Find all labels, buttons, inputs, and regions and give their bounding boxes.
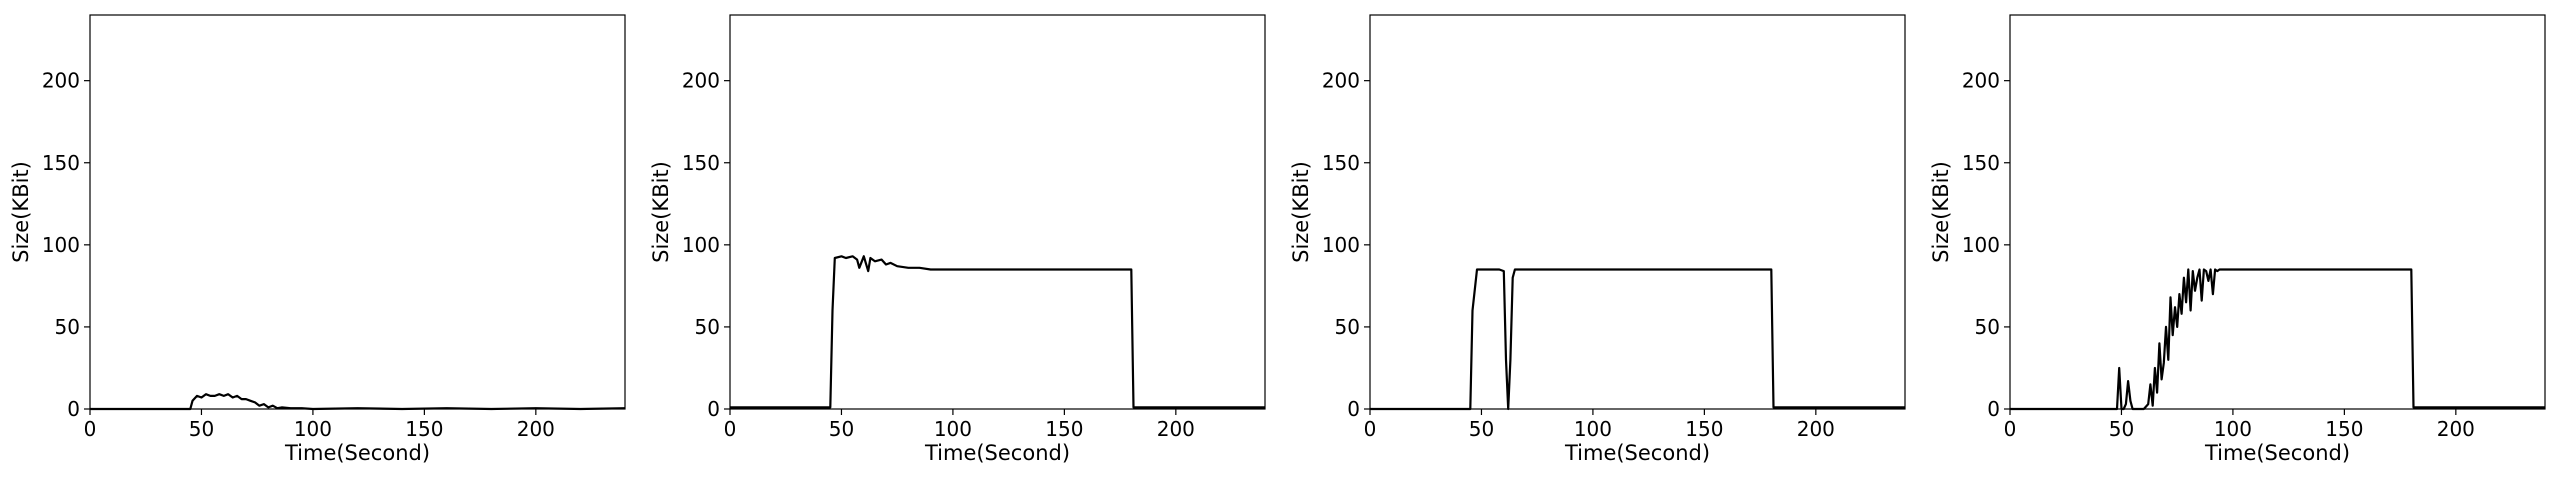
y-tick-label: 0 [1347,397,1360,421]
x-tick-label: 0 [84,417,97,441]
y-tick-label: 200 [1322,69,1360,93]
x-tick-label: 150 [2325,417,2363,441]
x-axis-label: Time(Second) [924,441,1070,465]
y-axis-label: Size(KBit) [649,161,673,263]
y-tick-label: 100 [682,233,720,257]
y-tick-label: 0 [67,397,80,421]
x-axis-label: Time(Second) [2204,441,2350,465]
y-tick-label: 150 [682,151,720,175]
series-line [1370,268,1905,411]
chart-panel-2: 0 50 100 150 200 0 50 100 150 200 Time(Second) Size… [649,14,1266,465]
x-tick-label: 100 [1574,417,1612,441]
y-tick-label: 0 [1987,397,2000,421]
y-tick-label: 0 [707,397,720,421]
y-axis-label: Size(KBit) [9,161,33,263]
x-tick-label: 50 [2109,417,2134,441]
chart-panel-1: 0 50 100 150 200 0 50 100 150 200 Time(Second) Size… [9,14,626,465]
y-tick-label: 50 [695,315,720,339]
y-axis-label: Size(KBit) [1289,161,1313,263]
y-tick-label: 150 [42,151,80,175]
plot-frame [1369,14,1906,410]
x-tick-label: 150 [1045,417,1083,441]
y-tick-label: 200 [682,69,720,93]
y-tick-label: 50 [55,315,80,339]
y-tick-label: 150 [1322,151,1360,175]
chart-panel-3: 0 50 100 150 200 0 50 100 150 200 Time(Second) Size… [1289,14,1906,465]
x-tick-label: 150 [405,417,443,441]
x-axis-label: Time(Second) [284,441,430,465]
x-tick-label: 0 [724,417,737,441]
series-line [90,393,626,411]
plot-frame [729,14,1266,410]
plot-frame [89,14,626,410]
x-tick-label: 50 [1469,417,1494,441]
y-tick-label: 200 [1962,69,2000,93]
y-tick-label: 100 [1962,233,2000,257]
chart-panel-4: 0 50 100 150 200 0 50 100 150 200 Time(Second) Size… [1929,14,2546,465]
y-tick-label: 200 [42,69,80,93]
x-tick-label: 0 [1364,417,1377,441]
x-tick-label: 200 [1797,417,1835,441]
x-tick-label: 100 [934,417,972,441]
x-tick-label: 200 [517,417,555,441]
x-tick-label: 0 [2004,417,2017,441]
x-tick-label: 200 [2437,417,2475,441]
x-tick-label: 150 [1685,417,1723,441]
plot-frame [2009,14,2546,410]
x-tick-label: 50 [829,417,854,441]
y-axis-label: Size(KBit) [1929,161,1953,263]
y-tick-label: 100 [42,233,80,257]
series-line [730,255,1265,409]
x-tick-label: 100 [294,417,332,441]
y-tick-label: 50 [1975,315,2000,339]
x-tick-label: 200 [1157,417,1195,441]
x-tick-label: 100 [2214,417,2252,441]
x-tick-label: 50 [189,417,214,441]
y-tick-label: 100 [1322,233,1360,257]
x-axis-label: Time(Second) [1564,441,1710,465]
series-line [2010,268,2545,411]
y-tick-label: 150 [1962,151,2000,175]
y-tick-label: 50 [1335,315,1360,339]
